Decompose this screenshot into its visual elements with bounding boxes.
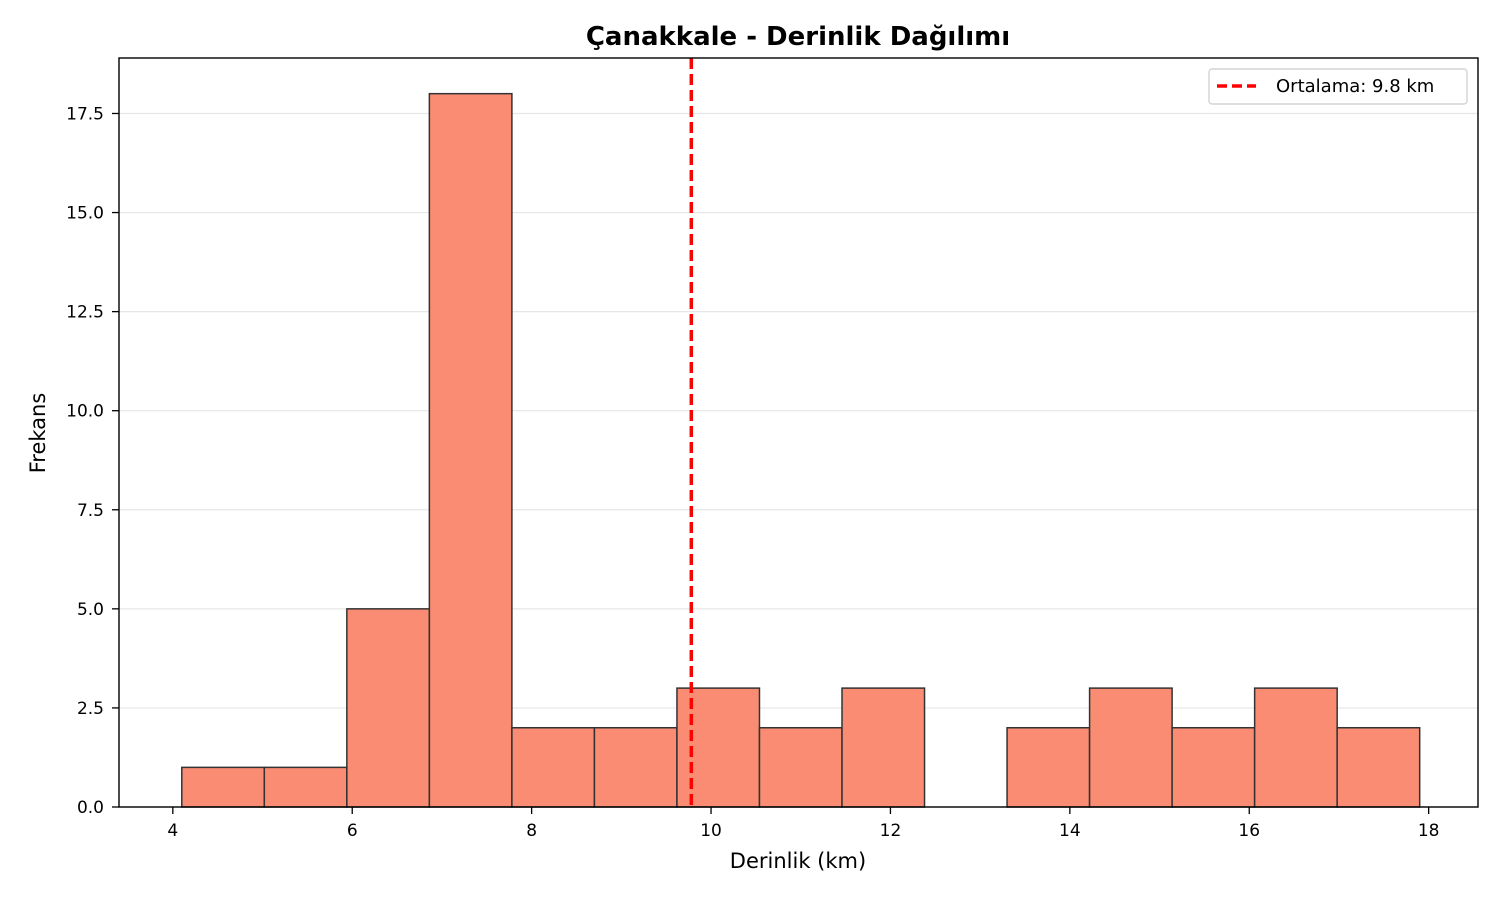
x-tick-label-6: 16 bbox=[1238, 821, 1260, 841]
grid-lines bbox=[119, 112, 1478, 808]
histogram-bars bbox=[181, 92, 1421, 808]
x-tick-label-2: 8 bbox=[526, 821, 537, 841]
histogram-bar-14 bbox=[1336, 726, 1421, 808]
chart-title: Çanakkale - Derinlik Dağılımı bbox=[586, 22, 1010, 52]
histogram-bar-1 bbox=[263, 766, 348, 808]
legend: Ortalama: 9.8 km bbox=[1208, 68, 1468, 105]
histogram-bar-0 bbox=[181, 766, 266, 808]
histogram-bar-8 bbox=[841, 687, 926, 808]
x-tick-label-1: 6 bbox=[347, 821, 358, 841]
legend-box bbox=[1208, 68, 1468, 105]
legend-mean-label: Ortalama: 9.8 km bbox=[1276, 76, 1434, 97]
x-tick-label-5: 14 bbox=[1059, 821, 1081, 841]
y-tick-label-2: 5.0 bbox=[77, 600, 104, 620]
histogram-bar-5 bbox=[593, 726, 678, 808]
y-axis-ticks: 0.0 2.5 5.0 7.5 10.0 12.5 15.0 17.5 bbox=[66, 104, 119, 818]
histogram-bar-12 bbox=[1171, 726, 1256, 808]
x-axis-ticks: 4 6 8 10 12 14 16 18 bbox=[167, 807, 1439, 841]
y-tick-label-7: 17.5 bbox=[66, 104, 104, 124]
y-tick-label-3: 7.5 bbox=[77, 501, 104, 521]
x-tick-label-7: 18 bbox=[1418, 821, 1440, 841]
y-axis-label: Frekans bbox=[26, 393, 50, 474]
histogram-bar-6 bbox=[676, 687, 761, 808]
x-tick-label-4: 12 bbox=[880, 821, 902, 841]
y-tick-label-4: 10.0 bbox=[66, 402, 104, 422]
histogram-bar-3 bbox=[428, 92, 513, 808]
y-tick-label-0: 0.0 bbox=[77, 798, 104, 818]
histogram-bar-10 bbox=[1006, 726, 1091, 808]
histogram-bar-11 bbox=[1088, 687, 1173, 808]
y-tick-label-6: 15.0 bbox=[66, 204, 104, 224]
y-tick-label-1: 2.5 bbox=[77, 699, 104, 719]
x-axis-label: Derinlik (km) bbox=[730, 849, 866, 873]
y-tick-label-5: 12.5 bbox=[66, 303, 104, 323]
x-tick-label-0: 4 bbox=[167, 821, 178, 841]
plot-frame bbox=[118, 57, 1479, 808]
x-tick-label-3: 10 bbox=[700, 821, 722, 841]
histogram-bar-4 bbox=[511, 726, 596, 808]
histogram-bar-13 bbox=[1253, 687, 1338, 808]
histogram-bar-2 bbox=[346, 608, 431, 808]
histogram-bar-7 bbox=[758, 726, 843, 808]
